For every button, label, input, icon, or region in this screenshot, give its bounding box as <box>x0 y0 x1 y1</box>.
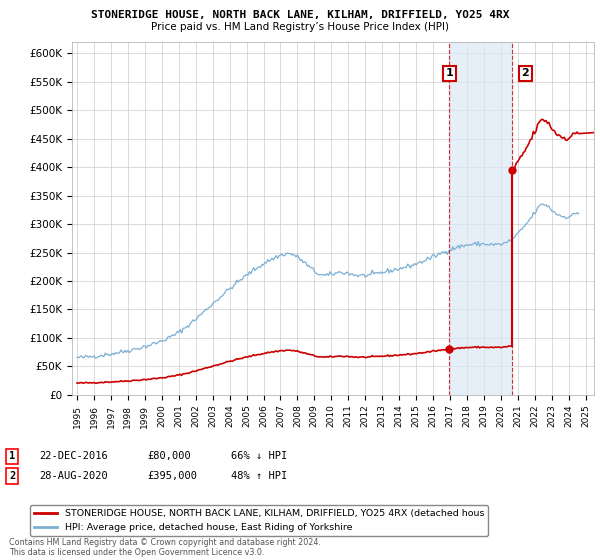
Text: 66% ↓ HPI: 66% ↓ HPI <box>231 451 287 461</box>
Text: 2: 2 <box>9 471 15 481</box>
Text: 1: 1 <box>446 68 454 78</box>
Legend: STONERIDGE HOUSE, NORTH BACK LANE, KILHAM, DRIFFIELD, YO25 4RX (detached hous, H: STONERIDGE HOUSE, NORTH BACK LANE, KILHA… <box>30 505 488 536</box>
Text: 22-DEC-2016: 22-DEC-2016 <box>39 451 108 461</box>
Text: Price paid vs. HM Land Registry’s House Price Index (HPI): Price paid vs. HM Land Registry’s House … <box>151 22 449 32</box>
Text: 1: 1 <box>9 451 15 461</box>
Text: 48% ↑ HPI: 48% ↑ HPI <box>231 471 287 481</box>
Text: £80,000: £80,000 <box>147 451 191 461</box>
Text: 28-AUG-2020: 28-AUG-2020 <box>39 471 108 481</box>
Text: £395,000: £395,000 <box>147 471 197 481</box>
Text: STONERIDGE HOUSE, NORTH BACK LANE, KILHAM, DRIFFIELD, YO25 4RX: STONERIDGE HOUSE, NORTH BACK LANE, KILHA… <box>91 10 509 20</box>
Bar <box>449 42 512 395</box>
Text: Contains HM Land Registry data © Crown copyright and database right 2024.
This d: Contains HM Land Registry data © Crown c… <box>9 538 321 557</box>
Text: 2: 2 <box>521 68 529 78</box>
